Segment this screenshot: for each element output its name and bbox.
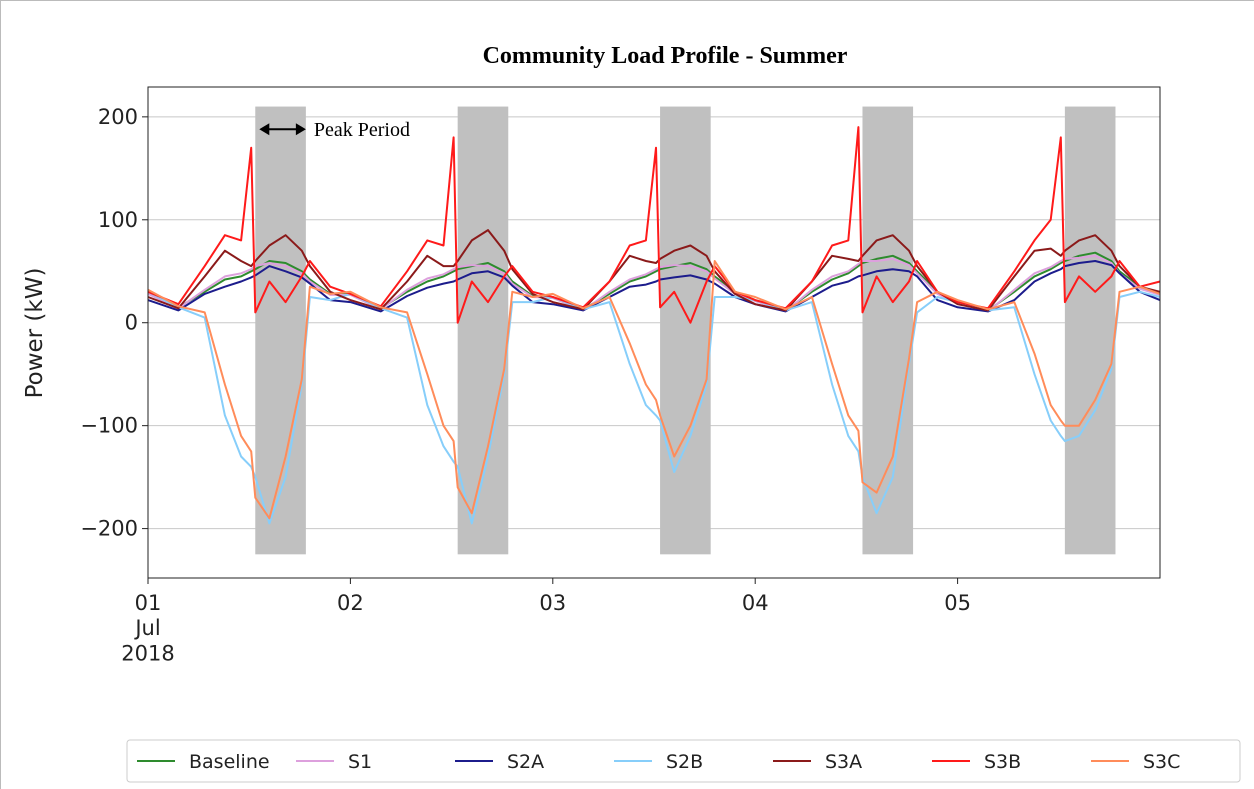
arrow-head — [259, 123, 270, 136]
x-tick-label: 02 — [337, 591, 364, 615]
y-tick-label: 200 — [98, 105, 138, 129]
arrow-head — [295, 123, 306, 136]
y-tick-label: 100 — [98, 208, 138, 232]
series-line — [147, 254, 1161, 313]
annotation-text: Peak Period — [314, 119, 410, 141]
y-tick-label: 0 — [125, 311, 138, 335]
legend-label: S2A — [507, 751, 544, 773]
peak-period — [255, 106, 306, 555]
legend-label: S3B — [984, 751, 1021, 773]
series-line — [147, 260, 1161, 520]
x-tick-label: 04 — [742, 591, 769, 615]
legend-label: S3A — [825, 751, 862, 773]
peak-period — [862, 106, 914, 555]
peak-period — [1064, 106, 1116, 555]
x-tick-label: 01 Jul 2018 — [121, 591, 174, 665]
y-tick-label: −200 — [80, 517, 138, 541]
plot-frame — [147, 86, 1161, 579]
y-tick-label: −100 — [80, 414, 138, 438]
series-line — [147, 126, 1161, 324]
peak-period — [660, 106, 711, 555]
series-line — [147, 229, 1161, 312]
legend-label: S2B — [666, 751, 703, 773]
chart-title: Community Load Profile - Summer — [483, 43, 848, 69]
legend-label: S3C — [1143, 751, 1180, 773]
legend-label: Baseline — [189, 751, 270, 773]
legend-box — [126, 739, 1241, 783]
x-tick-label: 03 — [539, 591, 566, 615]
x-tick-label: 05 — [944, 591, 971, 615]
y-axis-label: Power (kW) — [22, 268, 48, 399]
legend-label: S1 — [348, 751, 372, 773]
peak-period — [457, 106, 509, 555]
